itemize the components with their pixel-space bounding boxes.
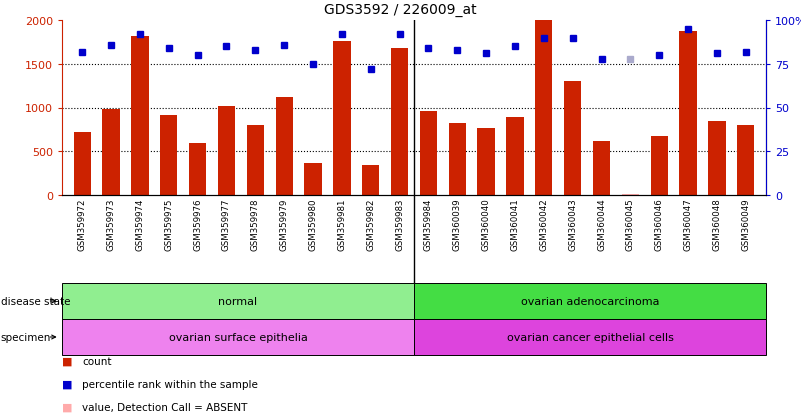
Bar	[160, 116, 177, 195]
Text: GSM360042: GSM360042	[539, 198, 549, 251]
Text: GSM359980: GSM359980	[308, 198, 317, 251]
Bar	[737, 126, 755, 195]
Text: GSM359984: GSM359984	[424, 198, 433, 251]
Bar	[103, 110, 119, 195]
Text: GSM360040: GSM360040	[481, 198, 491, 251]
Text: ■: ■	[62, 401, 73, 411]
Text: ■: ■	[62, 356, 73, 366]
Bar	[449, 124, 466, 195]
Text: GSM360041: GSM360041	[510, 198, 520, 251]
Text: ovarian adenocarcinoma: ovarian adenocarcinoma	[521, 296, 659, 306]
Bar	[362, 166, 380, 195]
Bar	[708, 121, 726, 195]
Text: GSM360039: GSM360039	[453, 198, 462, 251]
Text: ■: ■	[62, 379, 73, 389]
Bar	[74, 133, 91, 195]
Bar	[62, 319, 414, 355]
Text: GSM359976: GSM359976	[193, 198, 202, 251]
Text: percentile rank within the sample: percentile rank within the sample	[82, 379, 258, 389]
Text: GSM359978: GSM359978	[251, 198, 260, 251]
Text: GSM360045: GSM360045	[626, 198, 635, 251]
Bar	[414, 283, 766, 319]
Bar	[679, 31, 697, 195]
Bar	[564, 82, 582, 195]
Bar	[477, 128, 495, 195]
Bar	[304, 163, 322, 195]
Text: GSM359981: GSM359981	[337, 198, 346, 251]
Bar	[391, 49, 409, 195]
Text: GSM359975: GSM359975	[164, 198, 173, 251]
Bar	[276, 98, 293, 195]
Text: GSM360049: GSM360049	[741, 198, 751, 251]
Text: GSM359979: GSM359979	[280, 198, 288, 250]
Text: GSM360047: GSM360047	[683, 198, 693, 251]
Text: GSM359982: GSM359982	[366, 198, 375, 251]
Text: GSM360048: GSM360048	[712, 198, 722, 251]
Bar	[506, 118, 524, 195]
Text: GSM360044: GSM360044	[597, 198, 606, 251]
Bar	[247, 126, 264, 195]
Bar	[420, 112, 437, 195]
Bar	[414, 319, 766, 355]
Text: disease state: disease state	[1, 296, 70, 306]
Text: value, Detection Call = ABSENT: value, Detection Call = ABSENT	[82, 401, 248, 411]
Bar	[62, 283, 414, 319]
Text: GSM360043: GSM360043	[568, 198, 578, 251]
Text: GSM360046: GSM360046	[654, 198, 664, 251]
Text: count: count	[82, 356, 111, 366]
Text: ovarian surface epithelia: ovarian surface epithelia	[168, 332, 308, 342]
Text: GSM359983: GSM359983	[395, 198, 404, 251]
Text: ovarian cancer epithelial cells: ovarian cancer epithelial cells	[506, 332, 674, 342]
Text: GSM359977: GSM359977	[222, 198, 231, 251]
Bar	[535, 21, 553, 195]
Bar	[131, 37, 148, 195]
Text: GSM359973: GSM359973	[107, 198, 115, 251]
Text: GSM359972: GSM359972	[78, 198, 87, 251]
Bar	[593, 141, 610, 195]
Bar	[189, 144, 207, 195]
Bar	[333, 42, 351, 195]
Text: GDS3592 / 226009_at: GDS3592 / 226009_at	[324, 3, 477, 17]
Bar	[650, 137, 668, 195]
Bar	[218, 107, 235, 195]
Text: normal: normal	[219, 296, 258, 306]
Text: GSM359974: GSM359974	[135, 198, 144, 251]
Text: specimen: specimen	[1, 332, 51, 342]
